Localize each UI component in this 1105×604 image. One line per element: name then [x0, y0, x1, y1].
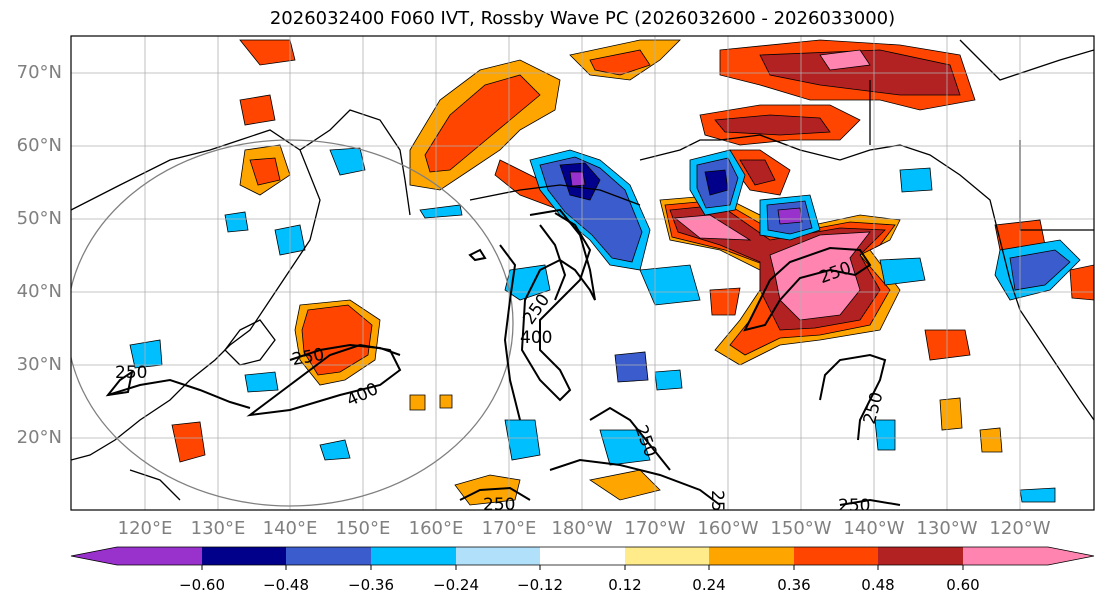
colorbar-segment: [286, 547, 371, 565]
lon-label: 150°E: [335, 518, 391, 539]
lon-label: 160°E: [408, 518, 464, 539]
contour-label: 250: [838, 496, 870, 516]
lon-label: 120°E: [117, 518, 173, 539]
colorbar-segment: [371, 547, 456, 565]
lat-label: 70°N: [16, 62, 62, 83]
lat-label: 20°N: [16, 427, 62, 448]
colorbar-segment: [709, 547, 794, 565]
lon-label: 160°W: [697, 518, 759, 539]
colorbar-extend-max: [1048, 547, 1094, 565]
lon-label: 130°W: [916, 518, 978, 539]
contour-label: 250: [483, 495, 515, 515]
colorbar-segment: [540, 547, 625, 565]
lon-label: 170°E: [481, 518, 537, 539]
plot-title: 2026032400 F060 IVT, Rossby Wave PC (202…: [269, 8, 896, 29]
gridlines: [71, 36, 1094, 510]
colorbar-tick-label: 0.24: [692, 576, 726, 594]
lon-label: 130°E: [190, 518, 246, 539]
lon-label: 180°W: [551, 518, 613, 539]
contour-label: 400: [520, 328, 552, 348]
positive-anomaly-fields: [171, 39, 1094, 506]
colorbar-outline: [70, 546, 1095, 566]
colorbar-tick-label: 0.60: [946, 576, 980, 594]
colorbar-tick-label: −0.24: [433, 576, 479, 594]
colorbar-segment: [794, 547, 878, 565]
lat-label: 50°N: [16, 208, 62, 229]
colorbar-segment: [963, 547, 1048, 565]
colorbar-segment: [456, 547, 540, 565]
colorbar: [70, 546, 1095, 570]
lon-label: 150°W: [770, 518, 832, 539]
colorbar-segment: [202, 547, 286, 565]
lon-label: 120°W: [989, 518, 1051, 539]
negative-anomaly-fields: [129, 147, 1081, 503]
colorbar-tick-label: −0.36: [348, 576, 394, 594]
colorbar-tick-label: 0.48: [861, 576, 895, 594]
lat-label: 30°N: [16, 354, 62, 375]
ivt-contours: [105, 208, 901, 506]
colorbar-tick-label: −0.48: [263, 576, 309, 594]
map-area: 250 250 250 250 250 250 250 250 250 400 …: [71, 36, 1094, 522]
lon-label: 140°W: [843, 518, 905, 539]
colorbar-tick-label: −0.12: [517, 576, 563, 594]
colorbar-tick-label: 0.36: [777, 576, 811, 594]
colorbar-segment: [878, 547, 963, 565]
colorbar-tick-label: 0.12: [608, 576, 642, 594]
lon-label: 170°W: [624, 518, 686, 539]
contour-label: 250: [707, 490, 727, 522]
colorbar-segment: [625, 547, 709, 565]
colorbar-tick-label: −0.60: [179, 576, 225, 594]
colorbar-segment: [117, 547, 202, 565]
lat-label: 60°N: [16, 135, 62, 156]
map-frame: [70, 35, 1095, 511]
contour-label: 250: [115, 363, 147, 383]
lat-label: 40°N: [16, 281, 62, 302]
colorbar-extend-min: [71, 547, 117, 565]
region-circle: [71, 139, 514, 507]
lon-label: 140°E: [262, 518, 318, 539]
